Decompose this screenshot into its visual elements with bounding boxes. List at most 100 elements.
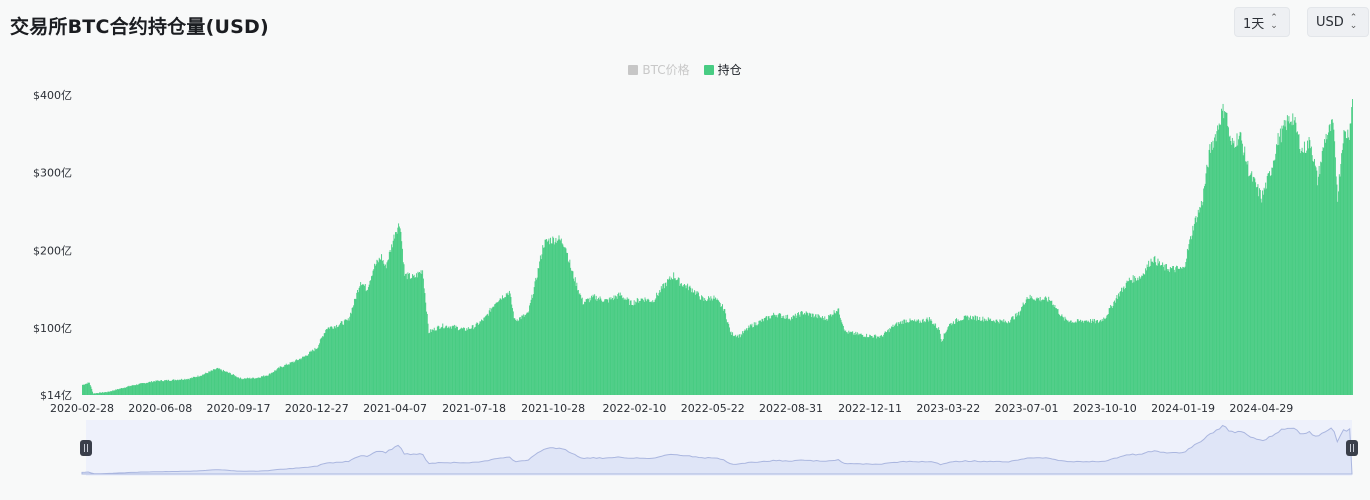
open-interest-bar (1179, 266, 1181, 395)
open-interest-bar (149, 381, 151, 395)
open-interest-bar (869, 334, 871, 395)
open-interest-bar (702, 297, 704, 395)
open-interest-bar (563, 247, 565, 395)
open-interest-bar (253, 377, 255, 395)
open-interest-bar (714, 298, 716, 395)
open-interest-bar (1276, 145, 1278, 395)
open-interest-bar (794, 316, 796, 395)
open-interest-bar (1262, 190, 1264, 395)
open-interest-bar (851, 331, 853, 395)
open-interest-bar (299, 358, 301, 395)
legend-item-btc-price[interactable]: BTC价格 (628, 61, 690, 78)
open-interest-bar (1085, 321, 1087, 395)
open-interest-bar (941, 341, 943, 395)
navigator-handle-right[interactable] (1346, 440, 1358, 456)
open-interest-bar (206, 372, 208, 395)
open-interest-bar (1211, 149, 1213, 395)
period-select[interactable]: 1天 ⌃ ⌄ (1234, 7, 1290, 37)
open-interest-bar (278, 367, 279, 395)
open-interest-bar (674, 278, 676, 395)
open-interest-bar (1246, 164, 1248, 395)
open-interest-bar (212, 369, 214, 395)
open-interest-bar (313, 351, 315, 395)
open-interest-bar (1213, 147, 1215, 395)
open-interest-bar (888, 332, 890, 395)
open-interest-bar (184, 378, 186, 395)
open-interest-bar (650, 301, 652, 395)
open-interest-bar (1304, 152, 1306, 395)
open-interest-bar (1047, 301, 1049, 395)
y-tick-label: $100亿 (33, 322, 72, 335)
open-interest-bar (243, 378, 245, 395)
legend-item-open-interest[interactable]: 持仓 (703, 61, 742, 78)
open-interest-bar (818, 314, 820, 395)
open-interest-bar (1192, 225, 1194, 395)
open-interest-bar (1348, 139, 1350, 395)
open-interest-bar (1240, 132, 1242, 395)
open-interest-bar (1332, 122, 1334, 396)
open-interest-bar (513, 318, 515, 395)
open-interest-bar (738, 337, 740, 395)
open-interest-bar (117, 389, 119, 395)
open-interest-bar (964, 315, 966, 395)
open-interest-bar (233, 374, 235, 395)
open-interest-bar (1335, 176, 1337, 395)
open-interest-bar (84, 384, 86, 395)
open-interest-bar (451, 326, 453, 395)
open-interest-bar (125, 387, 127, 395)
open-interest-bar (885, 332, 887, 395)
navigator-handle-left[interactable] (80, 440, 92, 456)
open-interest-bar (670, 279, 672, 395)
open-interest-bar (909, 318, 911, 395)
open-interest-bar (474, 327, 475, 395)
open-interest-bar (605, 299, 607, 395)
open-interest-bar (742, 331, 744, 395)
open-interest-bar (811, 317, 813, 395)
open-interest-bar (996, 319, 998, 395)
open-interest-bar (748, 325, 750, 395)
open-interest-bar (333, 328, 334, 395)
open-interest-bar (364, 285, 365, 395)
open-interest-bar (1237, 145, 1239, 395)
open-interest-bar (808, 315, 809, 395)
open-interest-bar (1249, 175, 1251, 395)
open-interest-bar (880, 334, 882, 395)
open-interest-bar (924, 321, 926, 395)
currency-select[interactable]: USD ⌃ ⌄ (1307, 7, 1369, 37)
open-interest-bar (673, 272, 675, 395)
open-interest-bar (1181, 268, 1183, 395)
open-interest-bar (894, 324, 896, 395)
open-interest-bar (384, 265, 386, 395)
open-interest-bar (1284, 126, 1286, 395)
open-interest-bar (540, 259, 542, 395)
open-interest-bar (1033, 299, 1035, 395)
open-interest-bar (186, 379, 188, 395)
open-interest-bar (788, 318, 790, 395)
open-interest-bar (1157, 258, 1159, 395)
x-tick-label: 2022-02-10 (603, 402, 667, 415)
open-interest-bar (1186, 248, 1188, 395)
open-interest-bar (481, 320, 483, 395)
open-interest-bar (1331, 119, 1333, 395)
open-interest-bar (265, 375, 267, 395)
open-interest-bar (1135, 278, 1136, 395)
open-interest-bar (316, 348, 318, 395)
open-interest-bar (116, 389, 118, 395)
open-interest-bar (670, 277, 672, 395)
open-interest-bar (287, 364, 289, 395)
open-interest-bar (369, 280, 371, 395)
open-interest-bar (1143, 274, 1145, 395)
open-interest-bar (406, 279, 408, 395)
open-interest-bar (196, 377, 198, 395)
open-interest-bar (1296, 132, 1298, 395)
open-interest-bar (328, 327, 330, 395)
open-interest-bar (1099, 320, 1101, 395)
open-interest-bar (975, 316, 977, 395)
open-interest-bar (597, 299, 599, 395)
open-interest-bar (1107, 314, 1109, 395)
open-interest-bar (1035, 300, 1036, 395)
open-interest-bar (1104, 318, 1105, 395)
open-interest-bar (596, 300, 598, 395)
open-interest-bar (1230, 141, 1232, 395)
open-interest-bar (363, 284, 365, 395)
